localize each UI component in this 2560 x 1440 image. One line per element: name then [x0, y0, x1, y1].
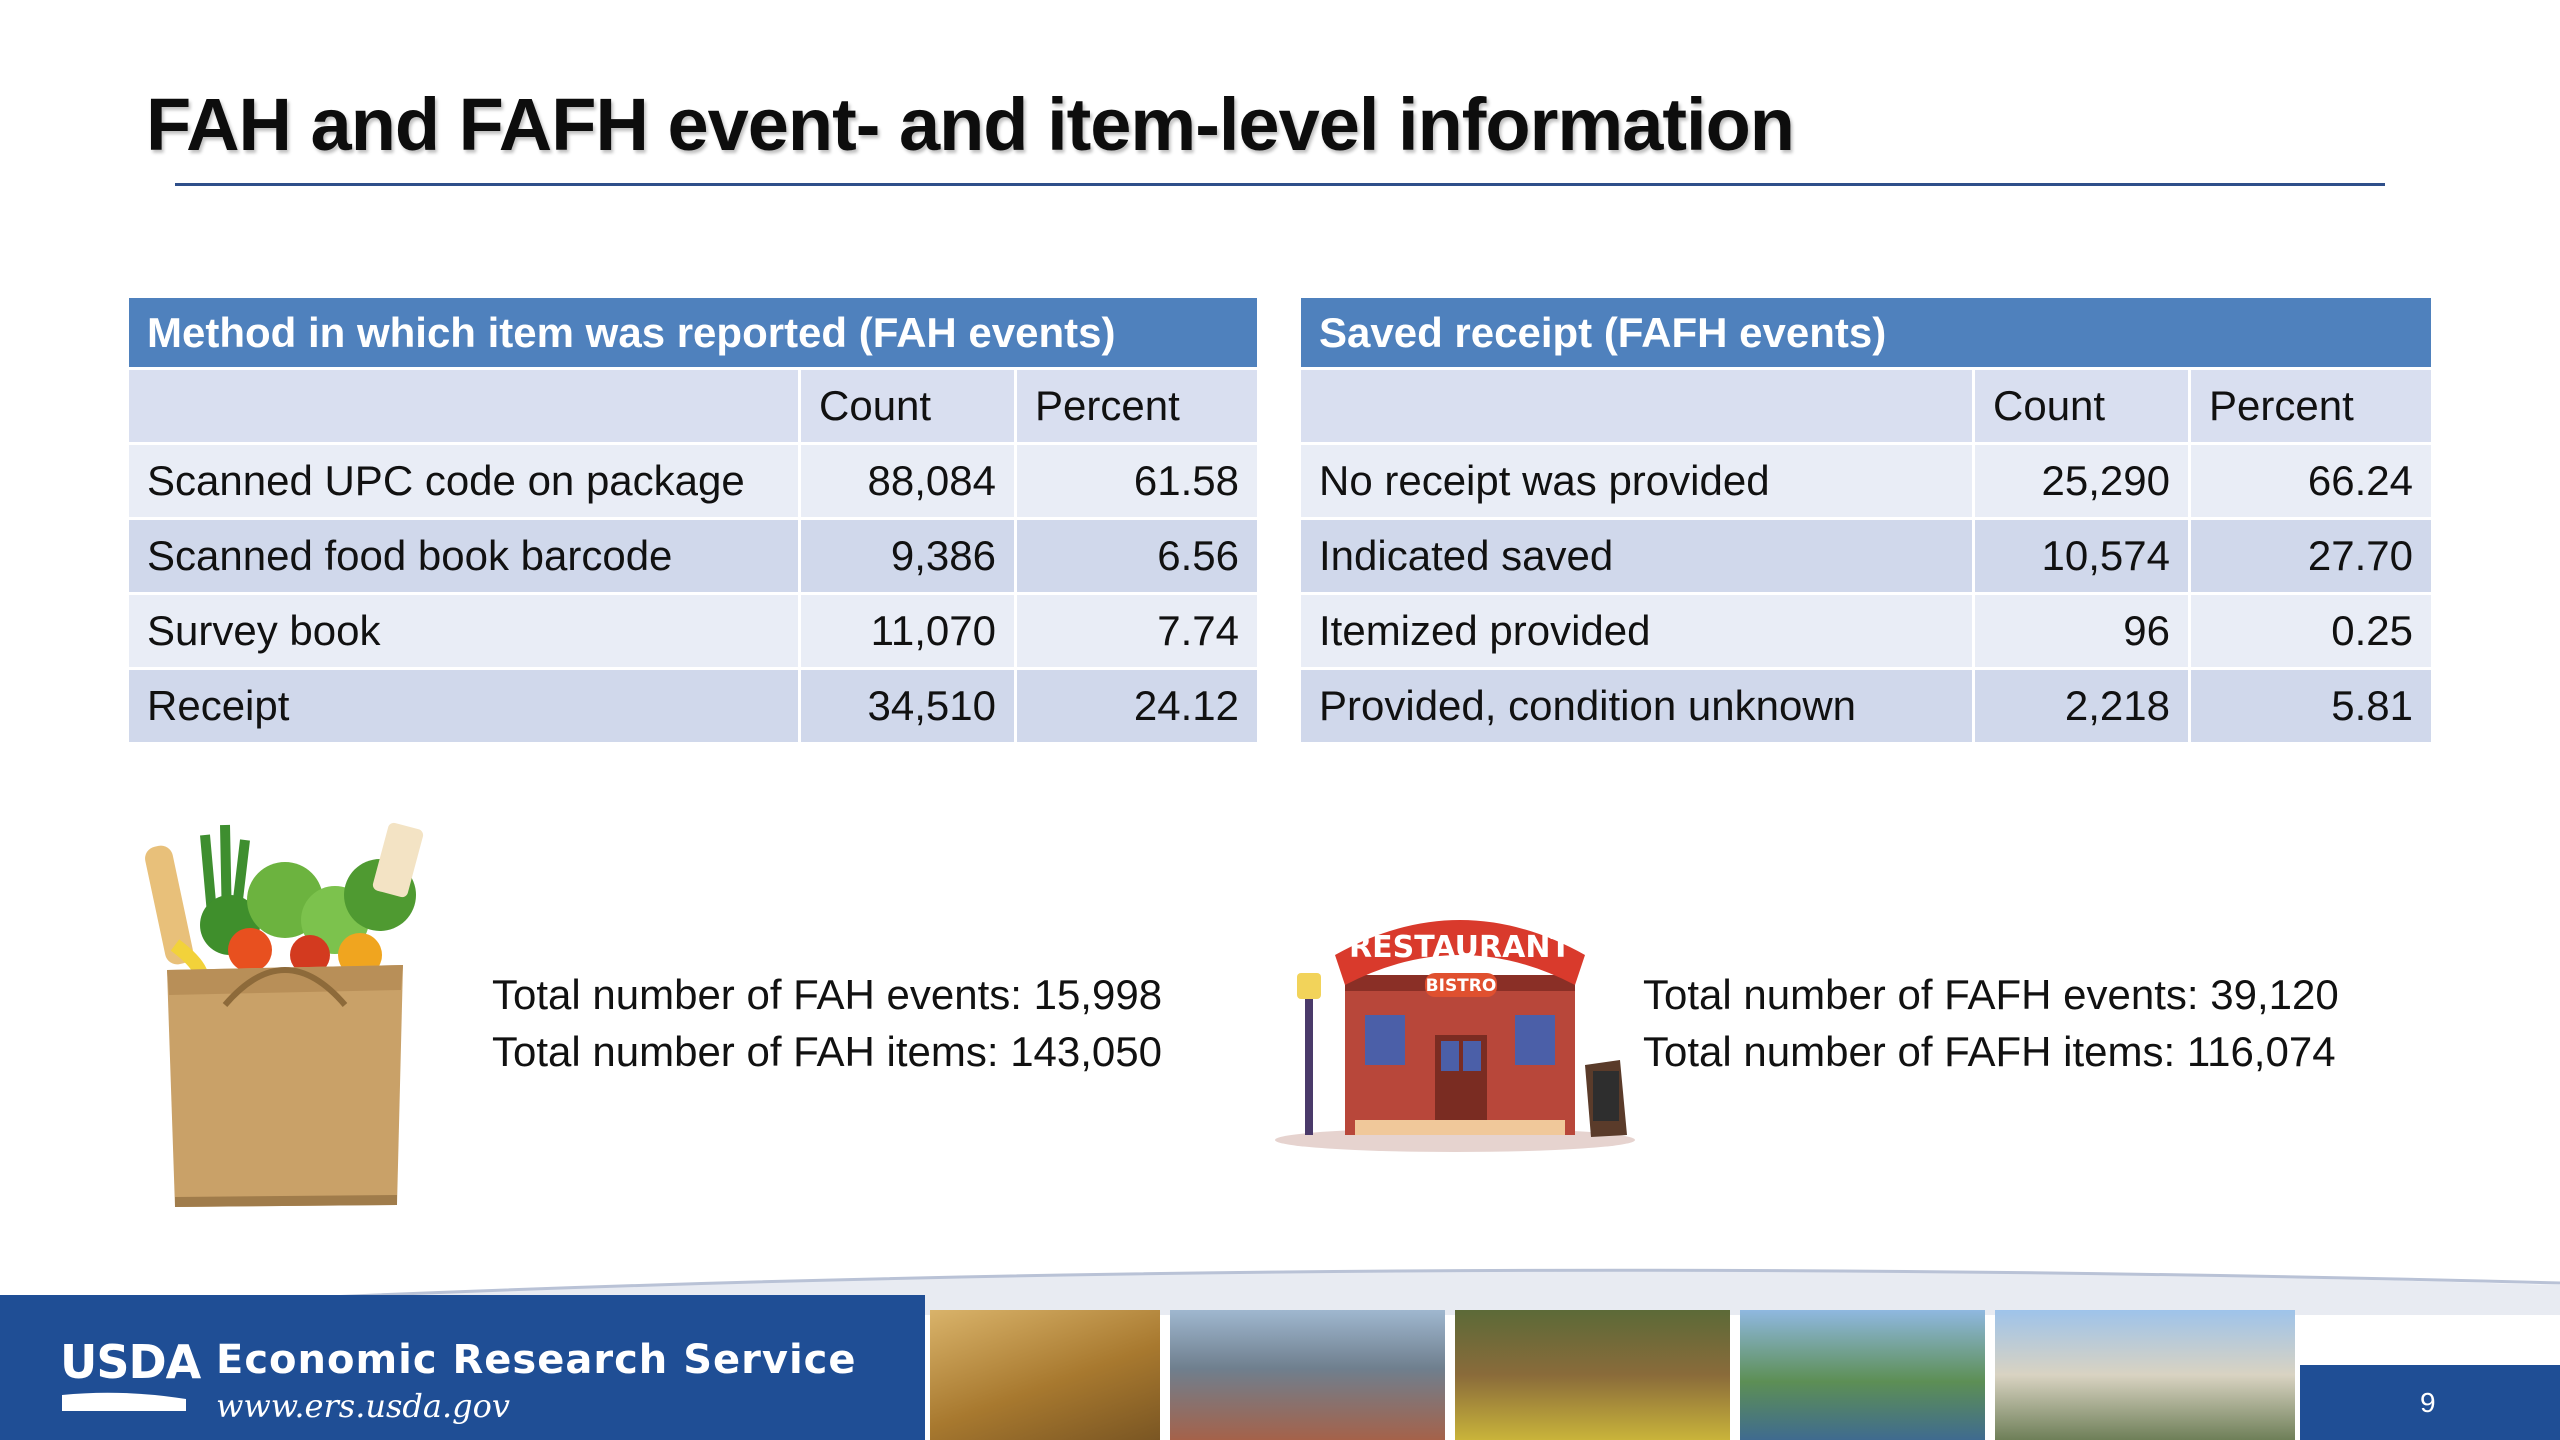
row-count: 96 [1975, 595, 2191, 670]
fah-total-events: Total number of FAH events: 15,998 [492, 971, 1163, 1018]
row-percent: 24.12 [1017, 670, 1257, 745]
fah-header-label [129, 370, 801, 445]
restaurant-sign-text: RESTAURANT [1349, 930, 1571, 965]
restaurant-icon: RESTAURANT BISTRO [1275, 920, 1635, 1152]
row-count: 11,070 [801, 595, 1017, 670]
table-row: Indicated saved 10,574 27.70 [1301, 520, 2431, 595]
row-count: 10,574 [1975, 520, 2191, 595]
row-label: Itemized provided [1301, 595, 1975, 670]
row-percent: 6.56 [1017, 520, 1257, 595]
wetland-photo [1740, 1310, 1985, 1440]
row-percent: 0.25 [2191, 595, 2431, 670]
fafh-header-count: Count [1975, 370, 2191, 445]
table-row: Itemized provided 96 0.25 [1301, 595, 2431, 670]
town-photo [1995, 1310, 2295, 1440]
title-underline [175, 183, 2385, 186]
fah-totals: Total number of FAH events: 15,998 Total… [492, 966, 1162, 1080]
row-count: 34,510 [801, 670, 1017, 745]
usda-logo-swoosh [62, 1391, 186, 1411]
fah-header-count: Count [801, 370, 1017, 445]
row-label: Survey book [129, 595, 801, 670]
wheat-photo [930, 1310, 1160, 1440]
fafh-header-percent: Percent [2191, 370, 2431, 445]
slide-title: FAH and FAFH event- and item-level infor… [146, 83, 1795, 166]
fafh-header-label [1301, 370, 1975, 445]
fafh-totals: Total number of FAFH events: 39,120 Tota… [1643, 966, 2339, 1080]
fah-total-items: Total number of FAH items: 143,050 [492, 1028, 1163, 1075]
fafh-total-items: Total number of FAFH items: 116,074 [1643, 1028, 2336, 1075]
row-label: Receipt [129, 670, 801, 745]
fafh-table-caption: Saved receipt (FAFH events) [1301, 298, 2431, 370]
row-count: 88,084 [801, 445, 1017, 520]
table-row: Receipt 34,510 24.12 [129, 670, 1257, 745]
row-percent: 7.74 [1017, 595, 1257, 670]
row-label: Indicated saved [1301, 520, 1975, 595]
row-label: Provided, condition unknown [1301, 670, 1975, 745]
table-row: Scanned UPC code on package 88,084 61.58 [129, 445, 1257, 520]
fah-method-table: Method in which item was reported (FAH e… [129, 298, 1257, 745]
table-row: Provided, condition unknown 2,218 5.81 [1301, 670, 2431, 745]
row-percent: 5.81 [2191, 670, 2431, 745]
table-row: No receipt was provided 25,290 66.24 [1301, 445, 2431, 520]
fafh-total-events: Total number of FAFH events: 39,120 [1643, 971, 2339, 1018]
row-percent: 66.24 [2191, 445, 2431, 520]
fah-table-caption: Method in which item was reported (FAH e… [129, 298, 1257, 370]
row-count: 25,290 [1975, 445, 2191, 520]
agency-url: www.ers.usda.gov [216, 1387, 510, 1425]
row-label: Scanned UPC code on package [129, 445, 801, 520]
usda-logo: USDA [60, 1335, 201, 1389]
fafh-receipt-table: Saved receipt (FAFH events) Count Percen… [1301, 298, 2431, 745]
row-count: 2,218 [1975, 670, 2191, 745]
fah-header-percent: Percent [1017, 370, 1257, 445]
grocery-bag-icon [145, 822, 424, 1207]
port-photo [1170, 1310, 1445, 1440]
row-count: 9,386 [801, 520, 1017, 595]
slide-footer: USDA Economic Research Service www.ers.u… [0, 1255, 2560, 1440]
table-row: Survey book 11,070 7.74 [129, 595, 1257, 670]
row-label: Scanned food book barcode [129, 520, 801, 595]
restaurant-sign-sub: BISTRO [1426, 976, 1497, 996]
row-percent: 27.70 [2191, 520, 2431, 595]
page-number: 9 [2420, 1387, 2436, 1418]
row-label: No receipt was provided [1301, 445, 1975, 520]
market-photo [1455, 1310, 1730, 1440]
agency-name: Economic Research Service [216, 1337, 857, 1383]
footer-brand-panel [0, 1295, 925, 1440]
row-percent: 61.58 [1017, 445, 1257, 520]
table-row: Scanned food book barcode 9,386 6.56 [129, 520, 1257, 595]
footer-page-panel [2300, 1365, 2560, 1440]
